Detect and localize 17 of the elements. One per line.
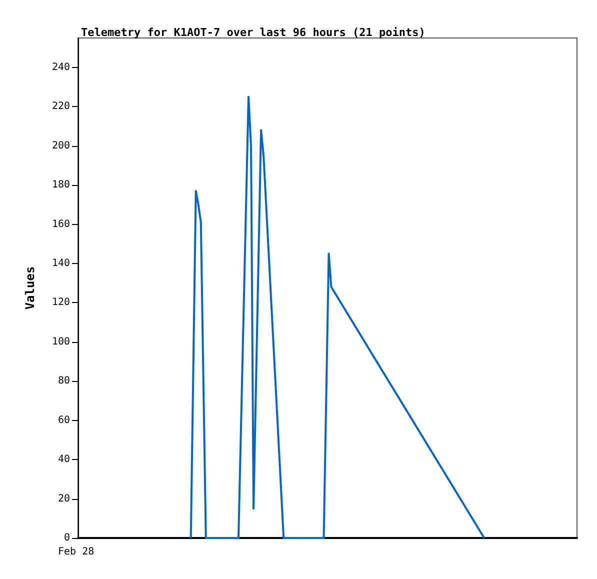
y-tick-label: 200: [52, 140, 70, 152]
y-tick-label: 140: [52, 258, 70, 269]
y-tick-label: 120: [52, 297, 70, 308]
y-tick-label: 80: [58, 376, 70, 387]
y-tick-label: 180: [52, 180, 70, 191]
y-tick-label: 240: [52, 62, 70, 73]
y-tick-label: 20: [58, 493, 70, 504]
y-tick-label: 100: [52, 336, 70, 348]
y-tick-label: 60: [58, 414, 70, 426]
chart-title: Telemetry for K1AOT-7 over last 96 hours (21 points): [81, 26, 426, 39]
y-tick-label: 220: [52, 101, 70, 112]
y-tick-label: 40: [58, 454, 70, 466]
text: Feb 28: [58, 546, 94, 558]
y-tick-label: 0: [64, 532, 70, 544]
y-axis-title: Values: [23, 266, 37, 310]
y-tick-label: 160: [52, 218, 70, 230]
line-series: [190, 96, 486, 539]
